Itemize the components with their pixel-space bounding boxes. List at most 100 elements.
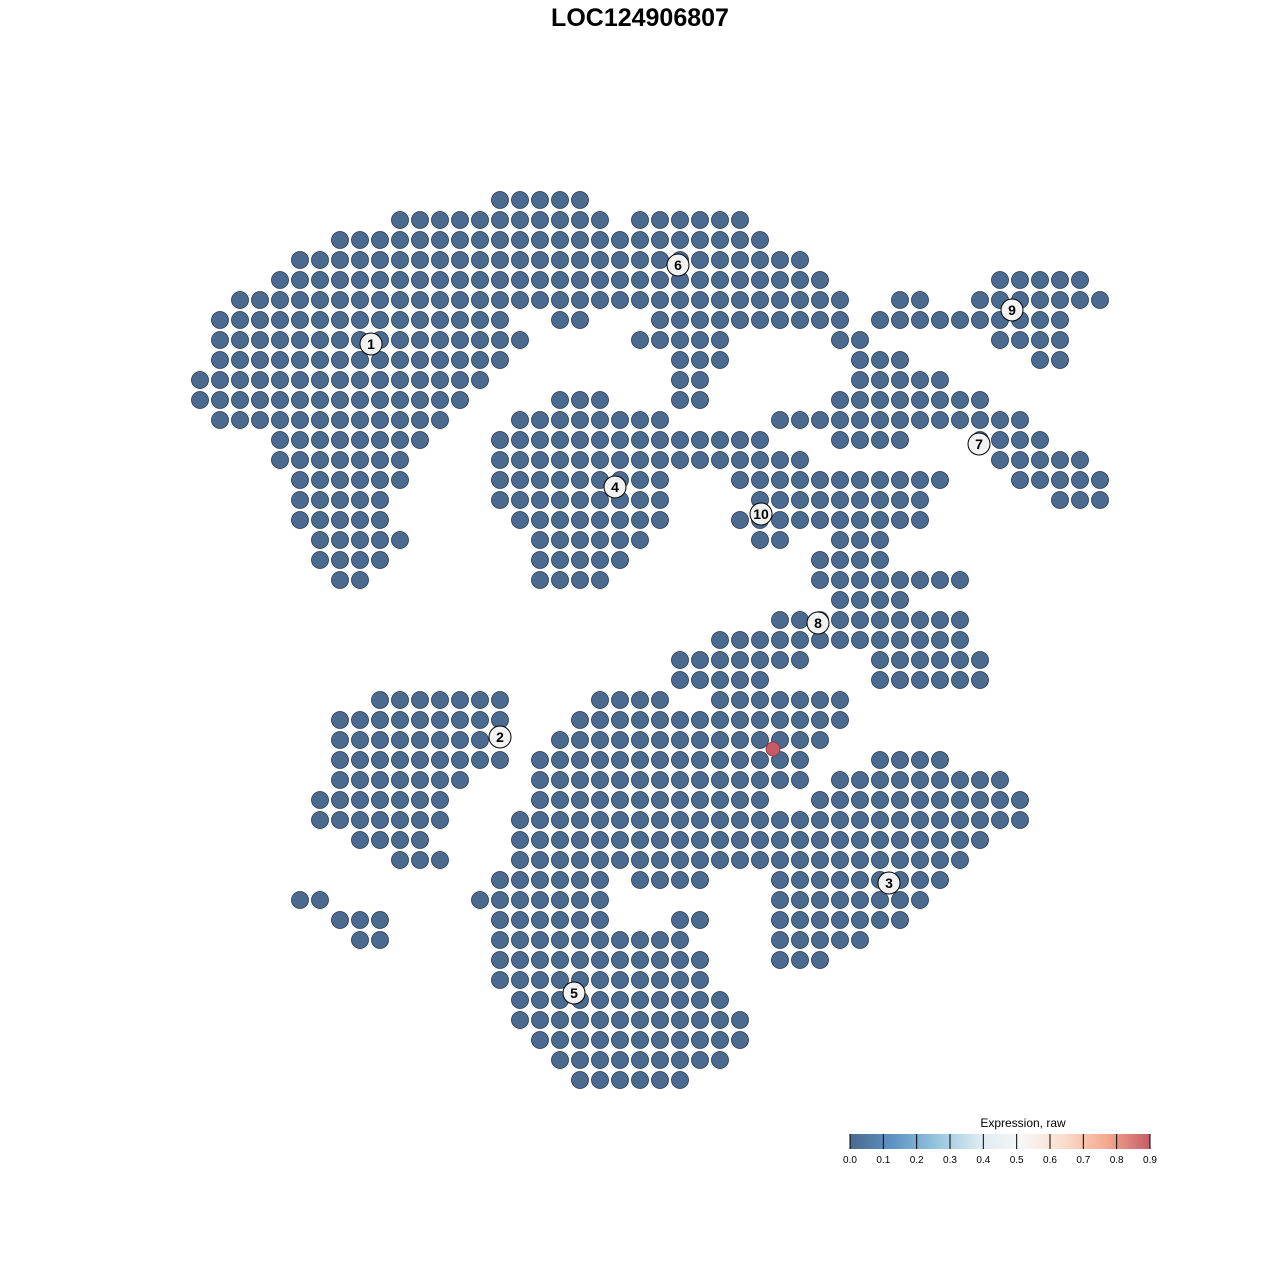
data-point	[791, 851, 809, 869]
data-point	[691, 971, 709, 989]
data-point	[431, 311, 449, 329]
data-point	[911, 291, 929, 309]
data-point	[551, 931, 569, 949]
data-point	[391, 231, 409, 249]
data-point	[831, 551, 849, 569]
data-point	[951, 651, 969, 669]
data-point	[811, 551, 829, 569]
data-point	[711, 251, 729, 269]
data-point	[391, 531, 409, 549]
data-point	[211, 311, 229, 329]
cluster-label: 8	[806, 611, 830, 635]
data-point	[911, 751, 929, 769]
data-point	[1031, 311, 1049, 329]
data-point	[771, 831, 789, 849]
data-point	[751, 791, 769, 809]
data-point	[831, 311, 849, 329]
data-point	[411, 311, 429, 329]
data-point	[391, 331, 409, 349]
data-point	[531, 891, 549, 909]
data-point	[291, 351, 309, 369]
data-point	[631, 771, 649, 789]
data-point	[751, 471, 769, 489]
data-point	[331, 291, 349, 309]
data-point	[571, 291, 589, 309]
data-point	[791, 931, 809, 949]
data-point	[871, 751, 889, 769]
cluster-label-text: 4	[611, 479, 619, 495]
data-point	[351, 571, 369, 589]
data-point	[1071, 451, 1089, 469]
data-point	[791, 491, 809, 509]
data-point	[691, 771, 709, 789]
data-point	[291, 271, 309, 289]
data-point	[711, 791, 729, 809]
data-point	[671, 811, 689, 829]
data-point	[431, 851, 449, 869]
data-point	[651, 931, 669, 949]
data-point	[571, 911, 589, 929]
data-point	[211, 411, 229, 429]
data-point	[291, 311, 309, 329]
data-point	[1051, 451, 1069, 469]
data-point	[291, 471, 309, 489]
data-point	[511, 191, 529, 209]
data-point	[851, 331, 869, 349]
data-point	[671, 291, 689, 309]
data-point	[691, 651, 709, 669]
data-point	[691, 211, 709, 229]
data-point	[371, 911, 389, 929]
data-point	[931, 671, 949, 689]
data-point	[651, 771, 669, 789]
data-point	[571, 411, 589, 429]
data-point	[751, 731, 769, 749]
data-point	[791, 451, 809, 469]
data-point	[411, 271, 429, 289]
data-point	[211, 371, 229, 389]
data-point	[591, 211, 609, 229]
data-point	[971, 831, 989, 849]
data-point	[591, 391, 609, 409]
data-point	[671, 731, 689, 749]
data-point	[451, 711, 469, 729]
data-point	[631, 811, 649, 829]
data-point	[331, 231, 349, 249]
data-point	[831, 411, 849, 429]
data-point	[671, 771, 689, 789]
data-point	[631, 1031, 649, 1049]
legend-colorbar	[850, 1134, 1150, 1149]
data-point	[271, 451, 289, 469]
data-point	[391, 351, 409, 369]
data-point	[331, 431, 349, 449]
data-point	[1031, 291, 1049, 309]
data-point	[711, 731, 729, 749]
data-point	[491, 311, 509, 329]
data-point	[331, 311, 349, 329]
data-point	[911, 631, 929, 649]
data-point	[731, 651, 749, 669]
data-point	[271, 431, 289, 449]
data-point	[391, 791, 409, 809]
data-point	[791, 291, 809, 309]
data-point	[551, 571, 569, 589]
data-point	[511, 251, 529, 269]
data-point	[831, 591, 849, 609]
data-point	[411, 251, 429, 269]
data-point	[771, 311, 789, 329]
cluster-label-badge	[877, 871, 901, 895]
data-point	[531, 431, 549, 449]
data-point	[711, 751, 729, 769]
data-point	[391, 471, 409, 489]
data-point	[1091, 471, 1109, 489]
data-point	[371, 551, 389, 569]
data-point	[351, 511, 369, 529]
data-point	[311, 811, 329, 829]
data-point	[671, 671, 689, 689]
data-point	[491, 271, 509, 289]
data-point	[451, 751, 469, 769]
data-point	[871, 891, 889, 909]
data-point	[331, 731, 349, 749]
data-point	[831, 871, 849, 889]
data-point	[331, 391, 349, 409]
data-point	[771, 871, 789, 889]
